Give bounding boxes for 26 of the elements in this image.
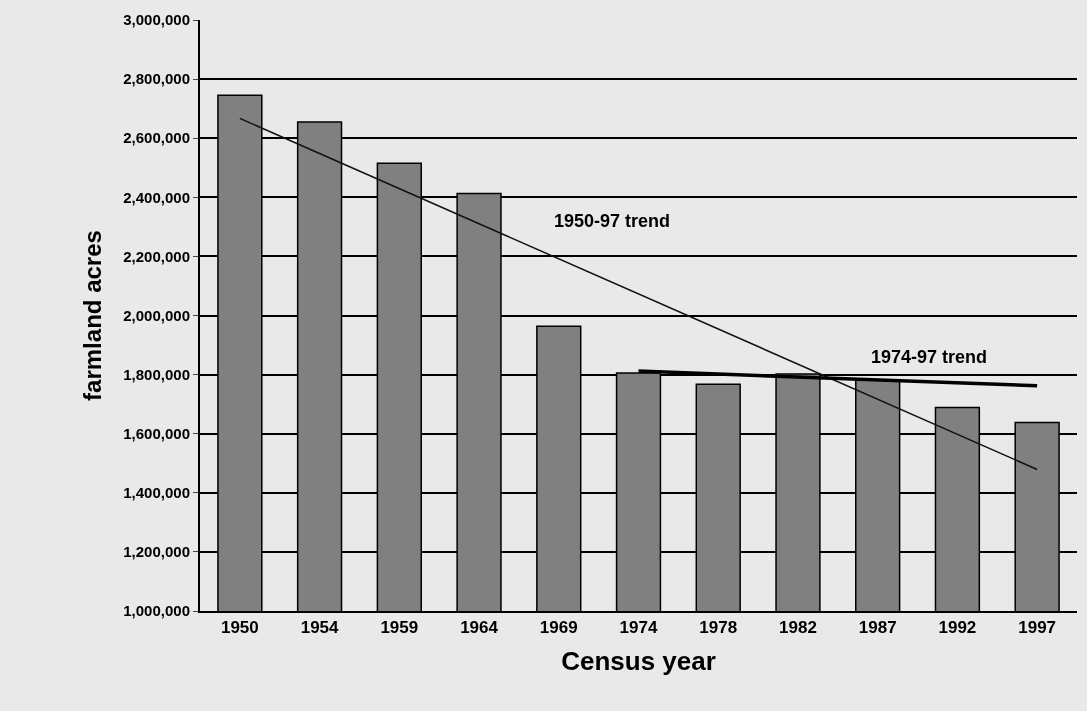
x-axis-title: Census year: [561, 645, 716, 676]
y-tick-label: 2,200,000: [123, 247, 190, 265]
x-tick-label: 1974: [619, 618, 658, 638]
x-tick-label: 1959: [380, 618, 419, 638]
y-tick-label: 1,400,000: [123, 484, 190, 502]
x-tick-label: 1978: [699, 618, 738, 638]
x-tick-label: 1992: [938, 618, 977, 638]
x-tick-label: 1997: [1018, 618, 1057, 638]
y-tick-label: 2,400,000: [123, 188, 190, 206]
x-tick-label: 1982: [779, 618, 817, 638]
x-tick-label: 1950: [220, 618, 259, 638]
x-tick-label: 1964: [460, 618, 499, 638]
x-tick-label: 1954: [300, 618, 340, 638]
y-tick-label: 1,600,000: [123, 424, 190, 442]
x-tick-label: 1969: [539, 618, 578, 638]
annotation: 1950-97 trend: [554, 211, 671, 231]
y-axis-title: farmland acres: [78, 230, 106, 401]
y-tick-label: 3,000,000: [123, 11, 190, 29]
x-tick-label: 1987: [858, 618, 897, 638]
annotation: 1974-97 trend: [871, 347, 988, 367]
y-tick-label: 2,600,000: [123, 129, 190, 147]
y-tick-label: 1,800,000: [123, 365, 190, 383]
y-tick-label: 1,200,000: [123, 543, 190, 561]
y-tick-label: 1,000,000: [123, 602, 190, 620]
y-tick-label: 2,000,000: [123, 306, 190, 324]
y-tick-label: 2,800,000: [123, 70, 190, 88]
